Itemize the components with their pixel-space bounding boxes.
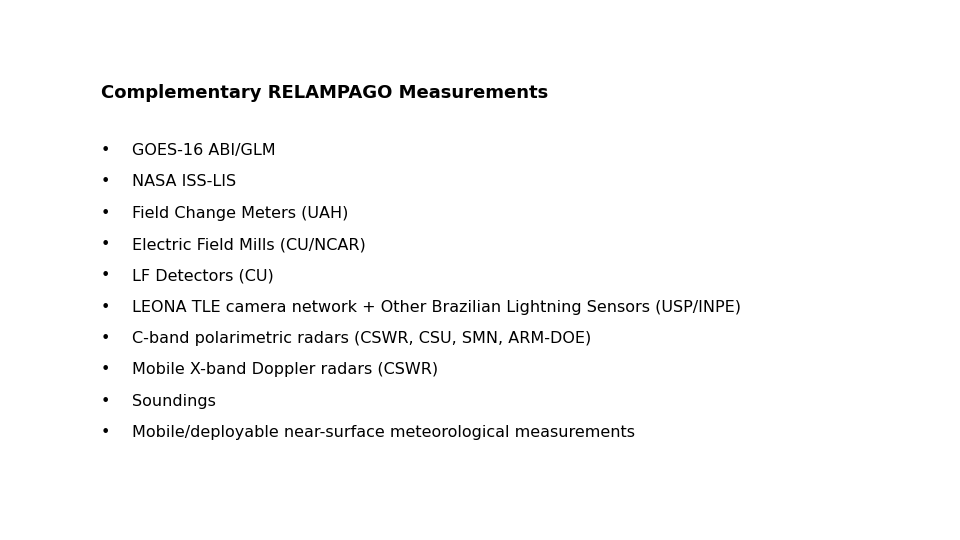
Text: •: • <box>101 362 110 377</box>
Text: •: • <box>101 300 110 315</box>
Text: •: • <box>101 206 110 221</box>
Text: •: • <box>101 143 110 158</box>
Text: NASA ISS-LIS: NASA ISS-LIS <box>132 174 236 190</box>
Text: •: • <box>101 425 110 440</box>
Text: •: • <box>101 268 110 284</box>
Text: •: • <box>101 174 110 190</box>
Text: LF Detectors (CU): LF Detectors (CU) <box>132 268 275 284</box>
Text: LEONA TLE camera network + Other Brazilian Lightning Sensors (USP/INPE): LEONA TLE camera network + Other Brazili… <box>132 300 741 315</box>
Text: •: • <box>101 331 110 346</box>
Text: Electric Field Mills (CU/NCAR): Electric Field Mills (CU/NCAR) <box>132 237 366 252</box>
Text: Soundings: Soundings <box>132 394 216 409</box>
Text: Complementary RELAMPAGO Measurements: Complementary RELAMPAGO Measurements <box>101 84 548 102</box>
Text: GOES-16 ABI/GLM: GOES-16 ABI/GLM <box>132 143 276 158</box>
Text: •: • <box>101 237 110 252</box>
Text: Mobile/deployable near-surface meteorological measurements: Mobile/deployable near-surface meteorolo… <box>132 425 636 440</box>
Text: C-band polarimetric radars (CSWR, CSU, SMN, ARM-DOE): C-band polarimetric radars (CSWR, CSU, S… <box>132 331 591 346</box>
Text: Mobile X-band Doppler radars (CSWR): Mobile X-band Doppler radars (CSWR) <box>132 362 439 377</box>
Text: •: • <box>101 394 110 409</box>
Text: Field Change Meters (UAH): Field Change Meters (UAH) <box>132 206 348 221</box>
